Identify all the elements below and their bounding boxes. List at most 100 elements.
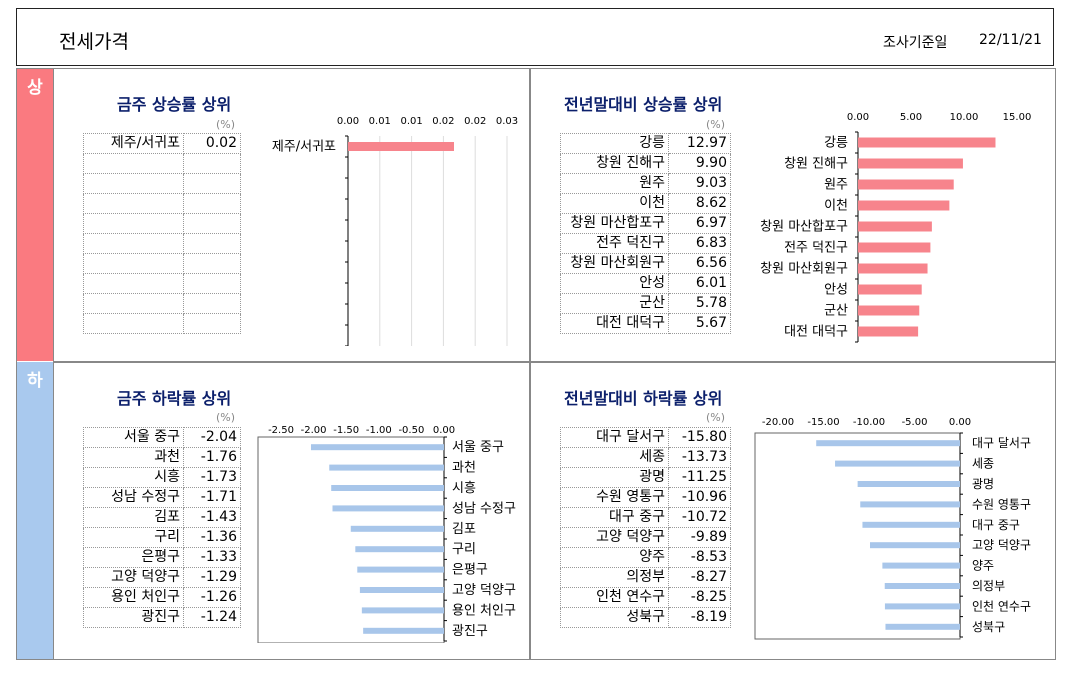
rate-value: 6.97: [668, 213, 731, 234]
rate-value: 5.67: [668, 313, 731, 334]
year-up-title: 전년말대비 상승률 상위: [564, 95, 723, 114]
region-name: 창원 마산회원구: [560, 253, 669, 274]
tick-label: 0.02: [464, 116, 486, 127]
rate-value: 6.83: [668, 233, 731, 254]
week-down-unit: (%): [216, 411, 236, 424]
section-down-marker: 하: [17, 362, 53, 659]
survey-date-label: 조사기준일: [883, 35, 948, 51]
table-row: 광명 -11.25: [560, 467, 731, 488]
week-up-unit: (%): [216, 118, 236, 131]
category-label: 수원 영통구: [972, 497, 1031, 511]
tick-label: -1.00: [366, 425, 392, 436]
survey-date-value: 22/11/21: [979, 32, 1042, 48]
region-name: 강릉: [560, 133, 669, 154]
category-label: 광진구: [452, 624, 488, 639]
rate-value: -10.96: [668, 487, 731, 508]
category-label: 용인 처인구: [452, 603, 516, 618]
category-label: 강릉: [824, 136, 848, 151]
rate-value: -8.25: [668, 587, 731, 608]
region-name: [83, 293, 184, 314]
region-name: 구리: [83, 527, 184, 548]
bar: [858, 221, 932, 232]
bar: [860, 501, 960, 508]
rate-value: -8.19: [668, 607, 731, 628]
category-label: 김포: [452, 522, 476, 537]
week-down-chart: -2.50 -2.00 -1.50 -1.00 -0.50 0.00 서울 중구과천시흥성남…: [257, 425, 516, 643]
region-name: 수원 영통구: [560, 487, 669, 508]
rate-value: 5.78: [668, 293, 731, 314]
category-label: 안성: [824, 283, 848, 298]
region-name: [83, 233, 184, 254]
rate-value: -1.33: [183, 547, 241, 568]
year-up-unit: (%): [706, 118, 726, 131]
region-name: 용인 처인구: [83, 587, 184, 608]
tick-label: -15.00: [807, 417, 839, 428]
category-label: 군산: [824, 304, 848, 319]
year-down-title: 전년말대비 하락률 상위: [564, 389, 723, 408]
category-label: 고양 덕양구: [452, 583, 516, 598]
table-row: 양주 -8.53: [560, 547, 731, 568]
table-row: [83, 213, 241, 234]
week-up-chart: 0.00 0.01 0.01 0.02 0.02 0.03 제주/서귀포: [272, 116, 518, 346]
rate-value: -1.43: [183, 507, 241, 528]
horizontal-divider: [53, 361, 1055, 363]
region-name: 대전 대덕구: [560, 313, 669, 334]
bar: [329, 464, 444, 471]
rate-value: -8.53: [668, 547, 731, 568]
region-name: [83, 193, 184, 214]
table-row: 대전 대덕구 5.67: [560, 313, 731, 334]
region-name: 시흥: [83, 467, 184, 488]
category-label: 은평구: [452, 563, 488, 578]
table-row: [83, 313, 241, 334]
table-row: [83, 153, 241, 174]
tick-label: 0.02: [432, 116, 454, 127]
category-label: 대구 달서구: [972, 436, 1031, 450]
table-row: 고양 덕양구 -9.89: [560, 527, 731, 548]
table-row: [83, 253, 241, 274]
region-name: 전주 덕진구: [560, 233, 669, 254]
rate-value: -1.71: [183, 487, 241, 508]
table-row: 창원 마산회원구 6.56: [560, 253, 731, 274]
table-row: 고양 덕양구 -1.29: [83, 567, 241, 588]
region-name: 군산: [560, 293, 669, 314]
region-name: 고양 덕양구: [560, 527, 669, 548]
year-down-table: 대구 달서구 -15.80 세종 -13.73 광명 -11.25 수원 영통구 -10.96…: [560, 427, 731, 628]
table-row: 세종 -13.73: [560, 447, 731, 468]
section-down-label: 하: [27, 371, 43, 391]
bar: [359, 587, 444, 593]
bar: [835, 460, 960, 467]
table-row: 전주 덕진구 6.83: [560, 233, 731, 254]
tick-label: -2.00: [301, 425, 327, 436]
region-name: 김포: [83, 507, 184, 528]
rate-value: -1.26: [183, 587, 241, 608]
category-label: 제주/서귀포: [272, 140, 336, 155]
region-name: [83, 313, 184, 334]
report-frame: [16, 68, 1056, 660]
table-row: 구리 -1.36: [83, 527, 241, 548]
category-label: 전주 덕진구: [784, 241, 848, 256]
year-up-table: 강릉 12.97 창원 진해구 9.90 원주 9.03 이천 8.62 창원 마산합포구 6.9…: [560, 133, 731, 334]
bar: [884, 583, 960, 589]
category-label: 광명: [972, 477, 994, 491]
bar: [348, 142, 454, 151]
bar: [858, 158, 963, 169]
category-label: 서울 중구: [452, 440, 504, 455]
region-name: 광진구: [83, 607, 184, 628]
bar: [332, 505, 444, 512]
table-row: 은평구 -1.33: [83, 547, 241, 568]
tick-label: -5.00: [902, 417, 928, 428]
region-name: 창원 마산합포구: [560, 213, 669, 234]
category-label: 성북구: [972, 620, 1005, 634]
rate-value: 12.97: [668, 133, 731, 154]
category-label: 이천: [824, 199, 848, 214]
category-label: 양주: [972, 559, 994, 573]
bar: [355, 546, 444, 553]
rate-value: -1.29: [183, 567, 241, 588]
rate-value: [183, 173, 241, 194]
region-name: 세종: [560, 447, 669, 468]
bar: [858, 137, 996, 148]
category-label: 창원 진해구: [784, 157, 848, 172]
week-down-title: 금주 하락률 상위: [117, 389, 232, 408]
tick-label: 10.00: [950, 112, 979, 123]
